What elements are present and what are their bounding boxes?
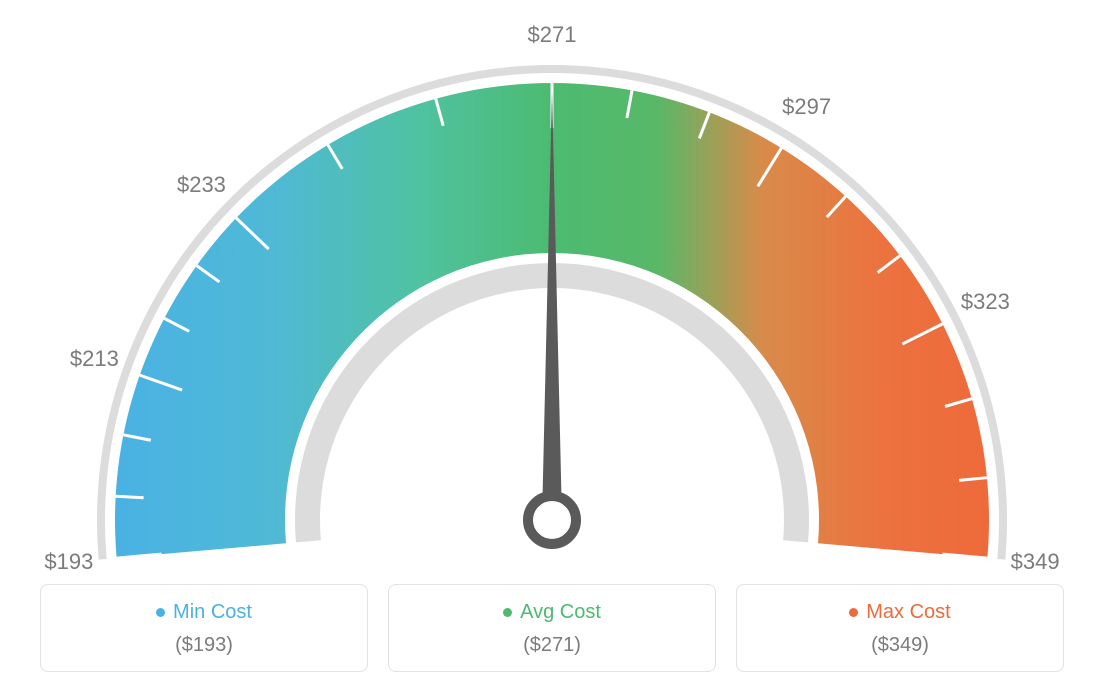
gauge-tick-label: $271 xyxy=(528,22,577,48)
dot-icon xyxy=(156,608,165,617)
gauge-tick-label: $297 xyxy=(782,94,831,120)
gauge-tick-label: $233 xyxy=(177,172,226,198)
legend-card-min: Min Cost ($193) xyxy=(40,584,368,672)
gauge-chart: $193$213$233$271$297$323$349 xyxy=(0,0,1104,560)
legend-value-max: ($349) xyxy=(747,634,1053,657)
gauge-tick-label: $323 xyxy=(961,289,1010,315)
legend-title-text: Max Cost xyxy=(866,601,950,624)
legend-title-avg: Avg Cost xyxy=(503,601,601,624)
legend-title-min: Min Cost xyxy=(156,601,252,624)
gauge-tick-label: $193 xyxy=(44,549,93,575)
dot-icon xyxy=(503,608,512,617)
legend-row: Min Cost ($193) Avg Cost ($271) Max Cost… xyxy=(40,584,1064,672)
legend-title-text: Min Cost xyxy=(173,601,252,624)
legend-title-text: Avg Cost xyxy=(520,601,601,624)
gauge-tick-label: $213 xyxy=(70,346,119,372)
legend-card-max: Max Cost ($349) xyxy=(736,584,1064,672)
legend-value-min: ($193) xyxy=(51,634,357,657)
legend-title-max: Max Cost xyxy=(849,601,950,624)
gauge-svg xyxy=(0,0,1104,560)
legend-value-avg: ($271) xyxy=(399,634,705,657)
legend-card-avg: Avg Cost ($271) xyxy=(388,584,716,672)
gauge-tick-label: $349 xyxy=(1011,549,1060,575)
dot-icon xyxy=(849,608,858,617)
